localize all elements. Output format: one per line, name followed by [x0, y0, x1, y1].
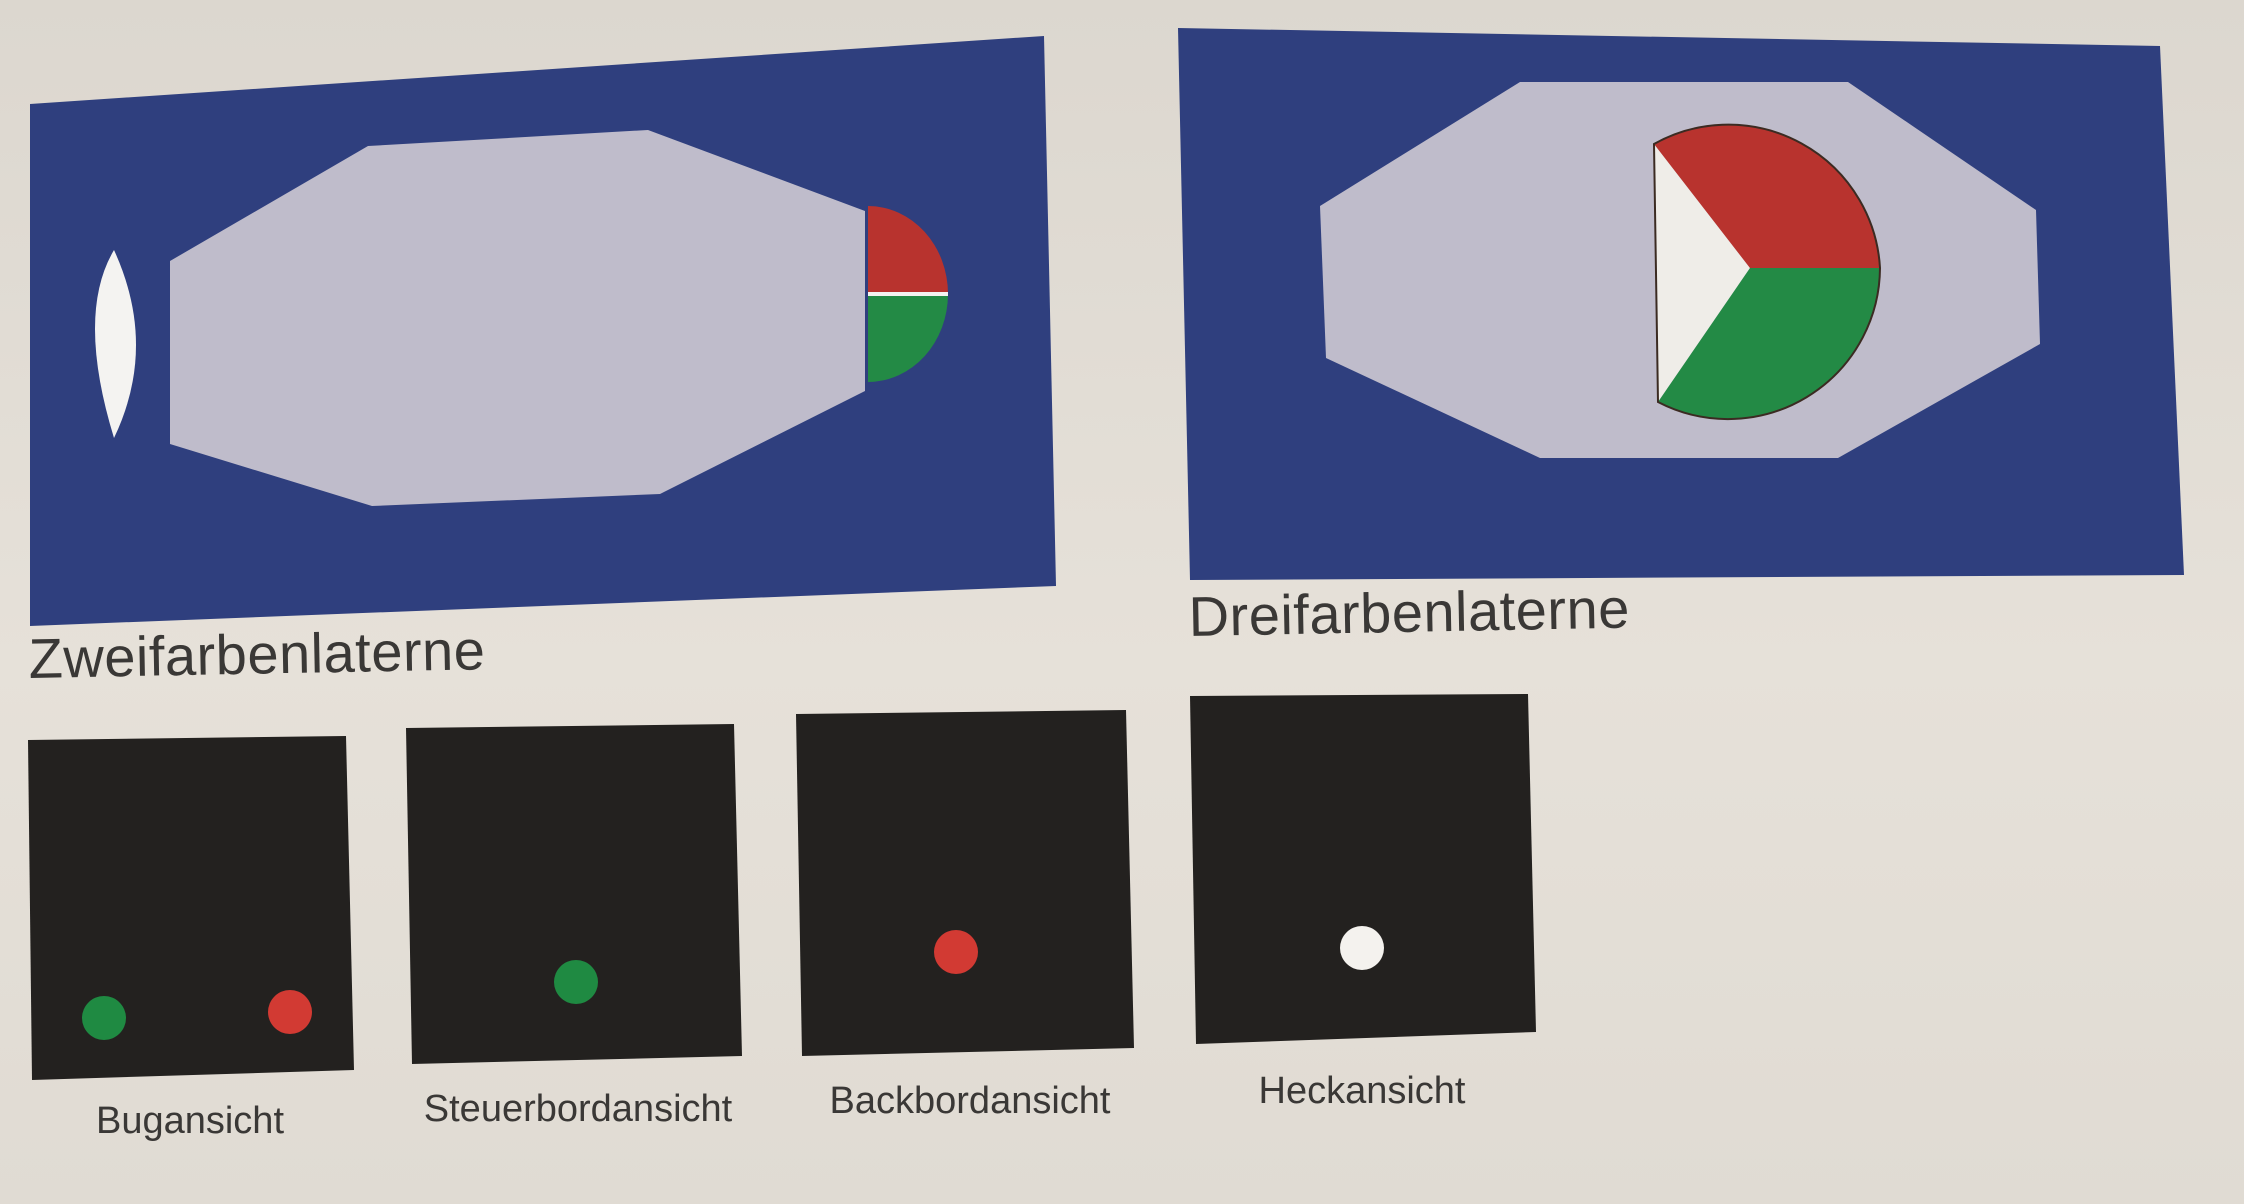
three-color-sector-outline	[1652, 123, 1882, 421]
bow-view-night-background	[28, 736, 354, 1080]
three-color-green-sector	[1658, 268, 1880, 420]
two-color-lantern-diagram	[30, 36, 1056, 626]
three-color-white-sector	[1654, 144, 1750, 402]
port-view-night-background	[796, 710, 1134, 1056]
three-color-lantern-caption: Dreifarbenlaterne	[1188, 576, 1631, 648]
bow-view-caption: Bugansicht	[95, 1100, 284, 1142]
starboard-view-box	[406, 724, 742, 1064]
stern-view-night-background	[1190, 694, 1536, 1044]
starboard-view-night-background	[406, 724, 742, 1064]
stern-view-caption: Heckansicht	[1258, 1070, 1466, 1112]
starboard-view-green-light	[554, 960, 598, 1004]
stern-view-box	[1190, 694, 1536, 1044]
stern-view-white-light	[1340, 926, 1384, 970]
bow-white-sector	[95, 250, 136, 438]
bow-view-box	[28, 736, 354, 1080]
bow-view-green-light	[82, 996, 126, 1040]
port-view-box	[796, 710, 1134, 1056]
two-color-lantern-caption: Zweifarbenlaterne	[28, 618, 486, 690]
starboard-view-caption: Steuerbordansicht	[423, 1088, 733, 1130]
three-color-red-sector	[1654, 124, 1880, 268]
bow-view-red-light	[268, 990, 312, 1034]
port-view-caption: Backbordansicht	[829, 1080, 1111, 1122]
three-color-lantern-diagram	[1178, 10, 2184, 580]
port-view-red-light	[934, 930, 978, 974]
two-color-red-sector	[868, 206, 948, 294]
two-color-hull	[170, 130, 865, 506]
two-color-green-sector	[868, 294, 948, 382]
